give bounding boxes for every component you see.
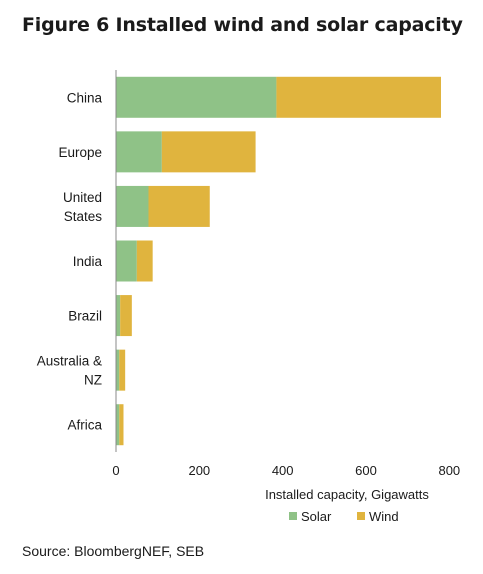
bar-wind-4 — [136, 240, 153, 282]
x-tick-label: 400 — [272, 463, 294, 478]
legend-label-wind: Wind — [369, 509, 399, 524]
bar-solar-5 — [116, 295, 121, 337]
category-label: India — [73, 254, 103, 269]
x-tick-label: 200 — [188, 463, 210, 478]
category-label: Brazil — [68, 309, 102, 324]
legend-swatch-wind — [357, 512, 365, 520]
category-label: Africa — [67, 418, 102, 433]
bar-wind-6 — [119, 349, 126, 391]
bar-wind-5 — [120, 295, 132, 337]
category-label: NZ — [84, 373, 102, 388]
bar-wind-3 — [148, 185, 210, 227]
bar-solar-3 — [116, 185, 149, 227]
bar-solar-6 — [116, 349, 120, 391]
x-tick-label: 0 — [112, 463, 119, 478]
category-label: Australia & — [37, 354, 102, 369]
legend-swatch-solar — [289, 512, 297, 520]
category-label: States — [64, 209, 103, 224]
x-axis-label: Installed capacity, Gigawatts — [265, 487, 429, 502]
bar-wind-7 — [119, 404, 124, 446]
bar-solar-4 — [116, 240, 137, 282]
category-label: Europe — [58, 145, 102, 160]
bar-wind-2 — [161, 131, 256, 173]
x-tick-label: 800 — [438, 463, 460, 478]
x-tick-label: 600 — [355, 463, 377, 478]
bar-wind-1 — [276, 76, 441, 118]
bar-solar-7 — [116, 404, 120, 446]
chart-title: Figure 6 Installed wind and solar capaci… — [22, 14, 463, 36]
source-note: Source: BloombergNEF, SEB — [22, 543, 205, 559]
category-label: United — [63, 190, 102, 205]
bar-solar-2 — [116, 131, 162, 173]
category-label: China — [67, 90, 103, 105]
bar-solar-1 — [116, 76, 277, 118]
legend-label-solar: Solar — [301, 509, 332, 524]
